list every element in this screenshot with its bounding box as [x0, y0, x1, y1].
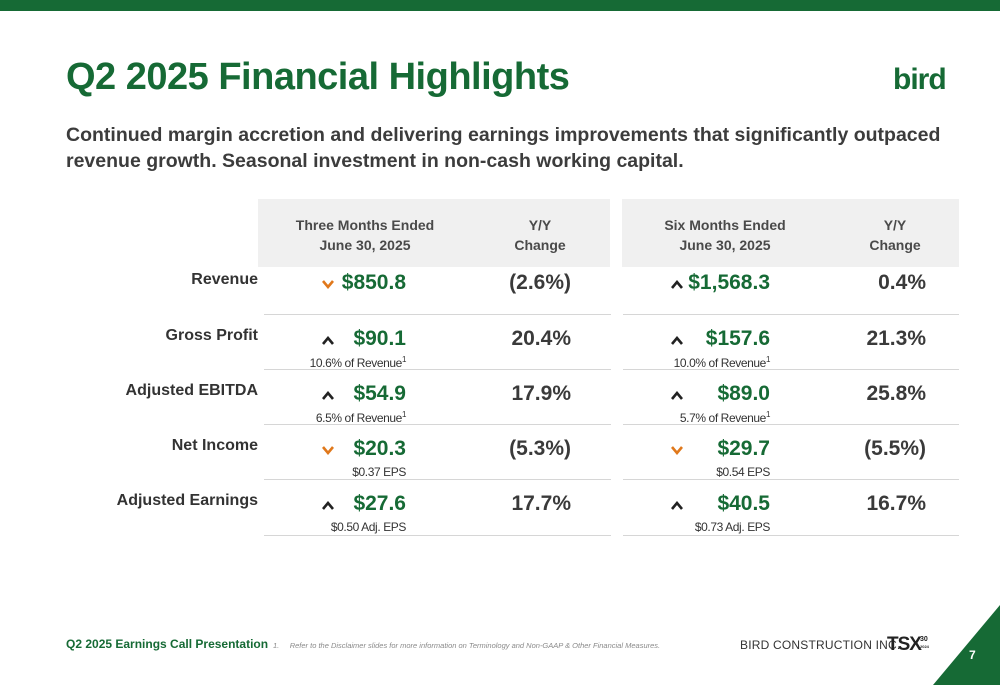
six-month-subtext: $0.54 EPS: [716, 465, 770, 479]
six-month-yy-change: 16.7%: [866, 492, 926, 515]
six-month-subtext: 5.7% of Revenue1: [679, 410, 771, 425]
chevron-up-icon: [671, 334, 683, 347]
six-month-yy-change: 21.3%: [866, 327, 926, 350]
quarter-value: $20.3: [353, 437, 406, 460]
top-accent-bar: [0, 0, 1000, 11]
quarter-value: $90.1: [353, 327, 406, 350]
quarter-yy-change: (2.6%): [509, 271, 571, 294]
chevron-up-icon: [671, 389, 683, 402]
row-divider: [623, 314, 959, 315]
header-band-six-months: [622, 199, 959, 267]
six-month-subtext: 10.0% of Revenue1: [673, 355, 771, 370]
footer-presentation-title: Q2 2025 Earnings Call Presentation: [66, 637, 269, 651]
page-title: Q2 2025 Financial Highlights: [66, 56, 570, 98]
row-label: Adjusted EBITDA: [125, 382, 258, 399]
row-label: Adjusted Earnings: [116, 492, 258, 509]
quarter-yy-change: 17.7%: [511, 492, 571, 515]
six-month-value: $89.0: [717, 382, 770, 405]
six-month-subtext: $0.73 Adj. EPS: [694, 520, 771, 534]
row-label: Revenue: [191, 271, 258, 288]
header-yy-change-six-months: Y/Y Change: [869, 217, 921, 253]
quarter-subtext: $0.50 Adj. EPS: [330, 520, 407, 534]
chevron-down-icon: [322, 278, 334, 291]
quarter-yy-change: 17.9%: [511, 382, 571, 405]
six-month-yy-change: (5.5%): [864, 437, 926, 460]
page-number: 7: [969, 648, 976, 662]
footnote: 1. Refer to the Disclaimer slides for mo…: [273, 641, 661, 650]
header-three-months: Three Months Ended June 30, 2025: [295, 217, 435, 253]
header-yy-change-quarter: Y/Y Change: [514, 217, 566, 253]
quarter-value: $54.9: [353, 382, 406, 405]
chevron-up-icon: [322, 389, 334, 402]
six-month-yy-change: 25.8%: [866, 382, 926, 405]
slide-subtitle: Continued margin accretion and deliverin…: [66, 124, 941, 172]
header-six-months: Six Months Ended June 30, 2025: [664, 217, 786, 253]
six-month-value: $157.6: [705, 327, 770, 350]
row-label: Net Income: [171, 437, 258, 454]
row-divider: [623, 479, 959, 480]
row-divider: [264, 424, 611, 425]
row-divider: [264, 535, 611, 536]
six-month-value: $1,568.3: [688, 271, 770, 294]
header-band-quarter: [258, 199, 610, 267]
row-divider: [264, 314, 611, 315]
row-divider: [623, 424, 959, 425]
chevron-up-icon: [671, 278, 683, 291]
six-month-yy-change: 0.4%: [878, 271, 926, 294]
quarter-subtext: $0.37 EPS: [352, 465, 406, 479]
row-label: Gross Profit: [165, 327, 258, 344]
row-divider: [623, 535, 959, 536]
quarter-subtext: 10.6% of Revenue1: [309, 355, 407, 370]
six-month-value: $40.5: [717, 492, 770, 515]
bird-logo: bird: [893, 63, 947, 96]
quarter-subtext: 6.5% of Revenue1: [315, 410, 407, 425]
quarter-value: $850.8: [341, 271, 406, 294]
chevron-down-icon: [322, 444, 334, 457]
row-divider: [264, 479, 611, 480]
chevron-up-icon: [322, 499, 334, 512]
row-divider: [623, 369, 959, 370]
chevron-up-icon: [671, 499, 683, 512]
row-divider: [264, 369, 611, 370]
six-month-value: $29.7: [717, 437, 770, 460]
company-name: BIRD CONSTRUCTION INC.: [740, 638, 901, 652]
chevron-down-icon: [671, 444, 683, 457]
chevron-up-icon: [322, 334, 334, 347]
quarter-yy-change: 20.4%: [511, 327, 571, 350]
quarter-yy-change: (5.3%): [509, 437, 571, 460]
quarter-value: $27.6: [353, 492, 406, 515]
